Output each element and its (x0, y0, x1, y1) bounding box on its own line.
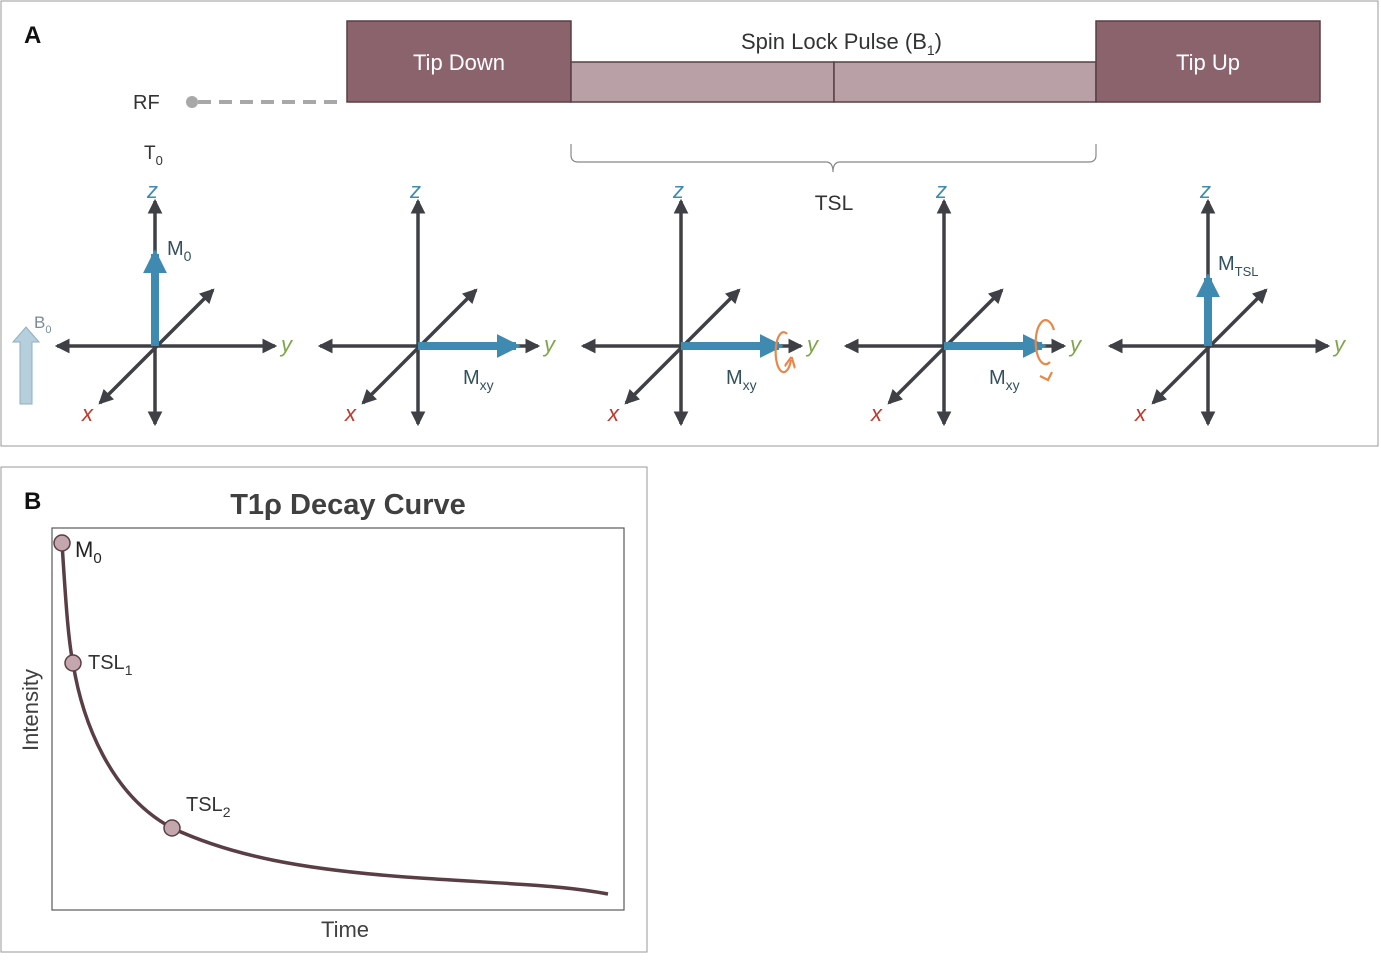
tsl1-point (64, 654, 82, 672)
x-axis-title: Time (321, 917, 369, 942)
x-axis-label: x (81, 401, 94, 426)
tip-up-pulse (1095, 20, 1321, 103)
x-axis (98, 288, 215, 405)
t0-label: T0 (144, 143, 163, 168)
tip-down-label: Tip Down (413, 50, 505, 75)
tsl-brace (570, 144, 1097, 173)
magnetization-diagram-1: z y x M0 (54, 178, 294, 427)
tsl2-point-label: TSL2 (186, 794, 231, 820)
rf-label: RF (133, 92, 160, 114)
vector-label: Mxy (989, 367, 1020, 393)
precession-arrow (1034, 319, 1056, 366)
tsl2-point (163, 819, 181, 837)
panel-a-letter: A (24, 22, 41, 49)
vector-label: Mxy (726, 367, 757, 393)
spin-lock-label: Spin Lock Pulse (B1) (741, 29, 942, 58)
panel-b: B T1ρ Decay Curve M0 TSL1 TSL2 Time Inte… (0, 466, 648, 953)
magnetization-diagram-2: z y x Mxy (317, 178, 557, 427)
vector-label: MTSL (1218, 253, 1259, 279)
y-axis-title: Intensity (18, 669, 43, 751)
y-axis-label: y (542, 332, 557, 357)
y-axis-label: y (279, 332, 294, 357)
z-axis-label: z (672, 178, 684, 203)
precession-arrow (774, 331, 791, 374)
panel-a: A RF T0 Tip Down Spin Lock Pulse (B1) Ti… (0, 0, 1379, 447)
b0-arrow (11, 326, 41, 405)
magnetization-diagram-3: z y x Mxy (580, 178, 820, 427)
x-axis-label: x (607, 401, 620, 426)
chart-title: T1ρ Decay Curve (230, 489, 466, 521)
tsl1-point-label: TSL1 (88, 652, 133, 678)
magnetization-diagram-4: z y x Mxy (843, 178, 1083, 427)
precession-arrow-head (1039, 371, 1053, 382)
vector-label: M0 (167, 238, 192, 264)
y-axis-label: y (1332, 332, 1347, 357)
x-axis-label: x (1134, 401, 1147, 426)
tip-up-label: Tip Up (1176, 50, 1240, 75)
m0-point (53, 534, 71, 552)
tsl-label: TSL (815, 192, 854, 215)
z-axis-label: z (146, 178, 158, 203)
b0-label: B0 (34, 313, 51, 336)
x-axis-label: x (870, 401, 883, 426)
x-axis-label: x (344, 401, 357, 426)
x-axis (1151, 288, 1268, 405)
plot-area (51, 527, 625, 911)
y-axis-label: y (1068, 332, 1083, 357)
vector-label: Mxy (463, 367, 494, 393)
magnetization-diagram-5: z y x MTSL (1107, 178, 1347, 427)
z-axis-label: z (409, 178, 421, 203)
spin-lock-pulse-left (570, 61, 835, 103)
z-axis-label: z (935, 178, 947, 203)
m0-point-label: M0 (75, 537, 102, 567)
y-axis-label: y (805, 332, 820, 357)
decay-curve (60, 542, 609, 896)
rf-start-dot (186, 96, 198, 108)
panel-b-letter: B (24, 488, 41, 515)
z-axis-label: z (1199, 178, 1211, 203)
tip-down-pulse (346, 20, 572, 103)
spin-lock-pulse-right (833, 61, 1097, 103)
